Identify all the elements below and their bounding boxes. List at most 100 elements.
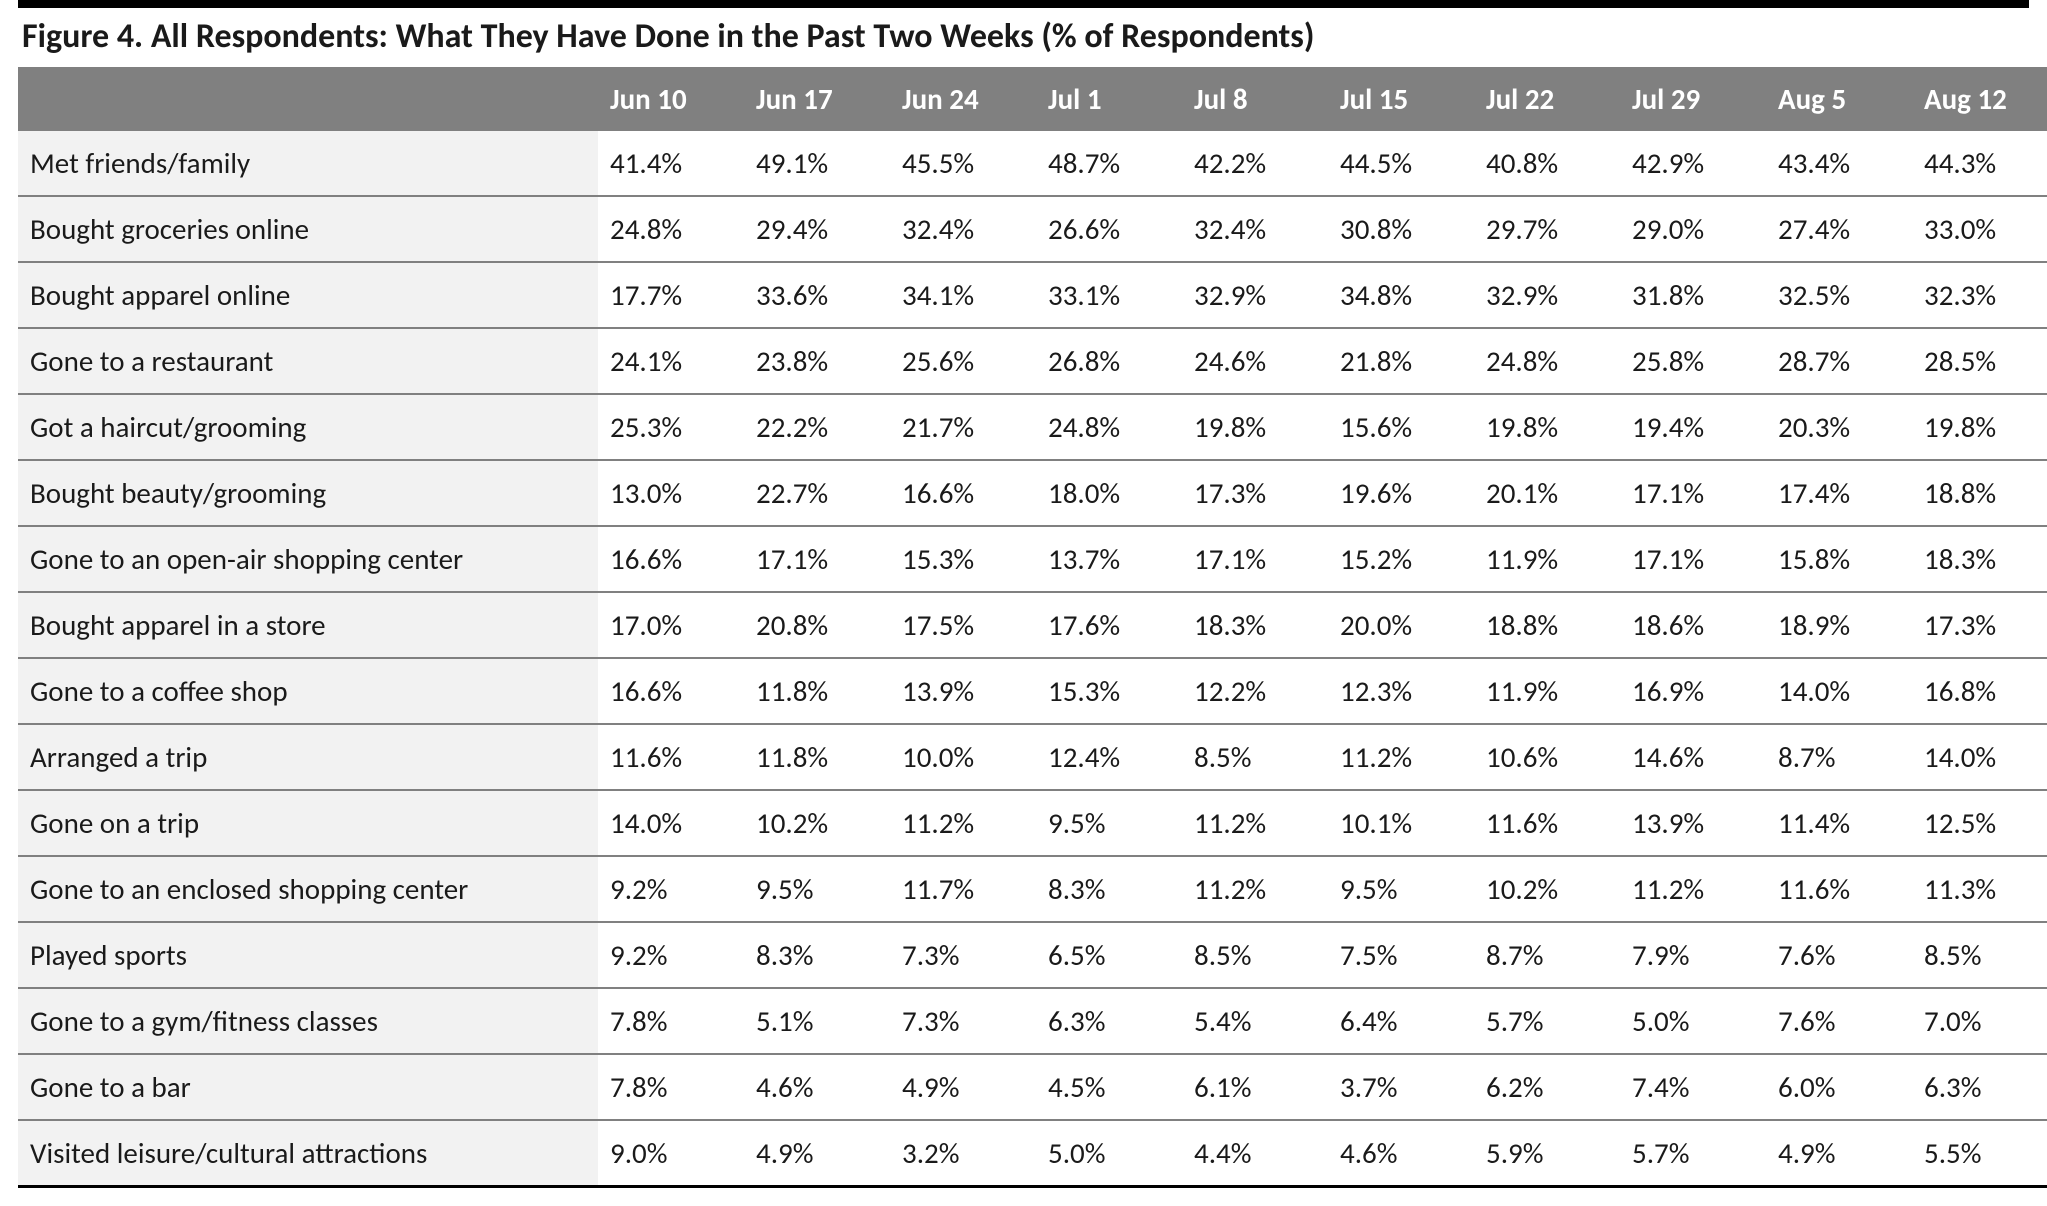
cell-value: 18.3% [1182,592,1328,658]
cell-value: 6.4% [1328,988,1474,1054]
cell-value: 18.6% [1620,592,1766,658]
row-label: Played sports [18,922,598,988]
cell-value: 18.8% [1474,592,1620,658]
cell-value: 29.0% [1620,196,1766,262]
cell-value: 24.8% [598,196,744,262]
cell-value: 7.3% [890,922,1036,988]
table-row: Arranged a trip11.6%11.8%10.0%12.4%8.5%1… [18,724,2047,790]
cell-value: 11.2% [1182,790,1328,856]
cell-value: 32.4% [890,196,1036,262]
cell-value: 44.5% [1328,131,1474,196]
cell-value: 8.5% [1182,724,1328,790]
cell-value: 13.9% [1620,790,1766,856]
row-label: Bought apparel in a store [18,592,598,658]
cell-value: 14.6% [1620,724,1766,790]
cell-value: 44.3% [1912,131,2047,196]
cell-value: 11.8% [744,658,890,724]
cell-value: 17.1% [744,526,890,592]
cell-value: 8.5% [1182,922,1328,988]
cell-value: 5.7% [1474,988,1620,1054]
cell-value: 7.9% [1620,922,1766,988]
cell-value: 25.8% [1620,328,1766,394]
cell-value: 6.3% [1036,988,1182,1054]
figure-container: Figure 4. All Respondents: What They Hav… [0,0,2047,1206]
cell-value: 5.0% [1620,988,1766,1054]
cell-value: 11.3% [1912,856,2047,922]
cell-value: 12.5% [1912,790,2047,856]
cell-value: 15.3% [1036,658,1182,724]
cell-value: 5.1% [744,988,890,1054]
cell-value: 10.1% [1328,790,1474,856]
cell-value: 30.8% [1328,196,1474,262]
cell-value: 26.8% [1036,328,1182,394]
cell-value: 4.5% [1036,1054,1182,1120]
cell-value: 29.7% [1474,196,1620,262]
row-label: Gone to a bar [18,1054,598,1120]
table-row: Visited leisure/cultural attractions9.0%… [18,1120,2047,1187]
column-header: Jun 17 [744,67,890,131]
table-row: Gone on a trip14.0%10.2%11.2%9.5%11.2%10… [18,790,2047,856]
cell-value: 15.2% [1328,526,1474,592]
cell-value: 4.9% [1766,1120,1912,1187]
cell-value: 13.7% [1036,526,1182,592]
cell-value: 34.8% [1328,262,1474,328]
cell-value: 34.1% [890,262,1036,328]
cell-value: 7.0% [1912,988,2047,1054]
cell-value: 7.3% [890,988,1036,1054]
cell-value: 7.6% [1766,922,1912,988]
row-label: Bought apparel online [18,262,598,328]
table-row: Bought apparel in a store17.0%20.8%17.5%… [18,592,2047,658]
cell-value: 12.2% [1182,658,1328,724]
cell-value: 32.9% [1474,262,1620,328]
table-row: Played sports9.2%8.3%7.3%6.5%8.5%7.5%8.7… [18,922,2047,988]
cell-value: 24.6% [1182,328,1328,394]
cell-value: 10.0% [890,724,1036,790]
cell-value: 24.1% [598,328,744,394]
cell-value: 11.9% [1474,526,1620,592]
cell-value: 5.9% [1474,1120,1620,1187]
row-label: Gone to an open-air shopping center [18,526,598,592]
cell-value: 43.4% [1766,131,1912,196]
cell-value: 29.4% [744,196,890,262]
cell-value: 15.6% [1328,394,1474,460]
cell-value: 9.2% [598,922,744,988]
cell-value: 5.4% [1182,988,1328,1054]
cell-value: 14.0% [1766,658,1912,724]
cell-value: 11.8% [744,724,890,790]
cell-value: 11.2% [1620,856,1766,922]
cell-value: 17.1% [1620,526,1766,592]
cell-value: 18.3% [1912,526,2047,592]
cell-value: 16.9% [1620,658,1766,724]
cell-value: 19.4% [1620,394,1766,460]
cell-value: 18.0% [1036,460,1182,526]
row-label: Gone to an enclosed shopping center [18,856,598,922]
cell-value: 17.6% [1036,592,1182,658]
table-row: Gone to a gym/fitness classes7.8%5.1%7.3… [18,988,2047,1054]
cell-value: 28.5% [1912,328,2047,394]
cell-value: 4.6% [744,1054,890,1120]
cell-value: 6.3% [1912,1054,2047,1120]
cell-value: 31.8% [1620,262,1766,328]
cell-value: 11.6% [1766,856,1912,922]
cell-value: 5.7% [1620,1120,1766,1187]
cell-value: 32.4% [1182,196,1328,262]
cell-value: 20.8% [744,592,890,658]
cell-value: 9.5% [1328,856,1474,922]
header-blank [18,67,598,131]
table-row: Gone to a restaurant24.1%23.8%25.6%26.8%… [18,328,2047,394]
cell-value: 7.8% [598,1054,744,1120]
cell-value: 42.2% [1182,131,1328,196]
cell-value: 9.0% [598,1120,744,1187]
header-row: Jun 10Jun 17Jun 24Jul 1Jul 8Jul 15Jul 22… [18,67,2047,131]
cell-value: 24.8% [1474,328,1620,394]
cell-value: 32.3% [1912,262,2047,328]
column-header: Jul 22 [1474,67,1620,131]
row-label: Gone to a coffee shop [18,658,598,724]
cell-value: 17.1% [1620,460,1766,526]
table-row: Got a haircut/grooming25.3%22.2%21.7%24.… [18,394,2047,460]
cell-value: 17.3% [1182,460,1328,526]
cell-value: 16.6% [890,460,1036,526]
cell-value: 16.6% [598,526,744,592]
cell-value: 42.9% [1620,131,1766,196]
table-row: Bought groceries online24.8%29.4%32.4%26… [18,196,2047,262]
